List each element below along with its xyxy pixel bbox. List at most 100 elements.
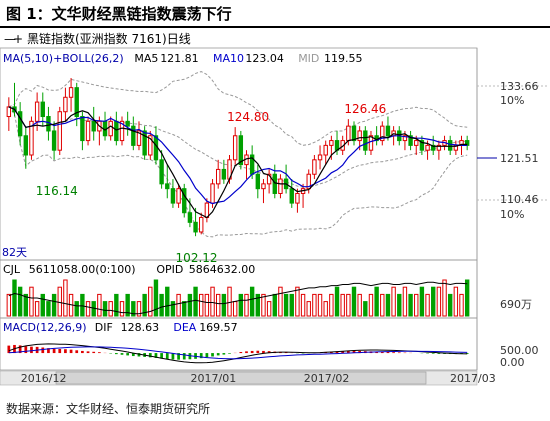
candle-6	[40, 92, 45, 127]
candle-51	[295, 188, 300, 213]
macd-histogram	[7, 343, 469, 364]
candle-54	[312, 155, 317, 180]
candle-body	[23, 135, 29, 156]
candle-body	[57, 111, 62, 151]
candle-body	[289, 188, 294, 204]
volume-bar-77	[442, 279, 447, 317]
volume-bar-36	[210, 286, 215, 317]
volume-bar-76	[436, 286, 442, 317]
candle-41	[238, 130, 244, 170]
candle-body	[159, 159, 164, 185]
collapse-minus-icon[interactable]: —	[4, 32, 16, 46]
legend-label-1: MA5	[134, 52, 158, 65]
candle-body	[204, 202, 210, 219]
volume-bar-31	[182, 301, 187, 317]
candle-body	[170, 188, 176, 204]
price-axis-label-low: 110.46	[500, 193, 539, 206]
candle-body	[193, 221, 198, 233]
candle-14	[85, 116, 91, 146]
volume-bar-55	[317, 293, 323, 317]
annotation-low-116: 116.14	[36, 184, 78, 198]
candle-body	[63, 96, 68, 113]
candle-body	[346, 125, 351, 142]
volume-bar-54	[312, 293, 317, 317]
volume-bar-34	[199, 293, 204, 317]
candle-4	[29, 116, 34, 160]
legend-value-1: 121.81	[160, 52, 199, 65]
figure-title: 图 1：文华财经黑链指数震荡下行	[6, 5, 232, 23]
x-tick-label-3: 2017/03	[450, 372, 496, 385]
volume-bar-46	[266, 301, 272, 317]
candle-body	[380, 125, 385, 142]
candle-body	[363, 130, 368, 151]
volume-bar-70	[402, 286, 408, 317]
volume-bar-50	[289, 293, 294, 317]
volume-bar-47	[272, 293, 277, 317]
candle-body	[40, 101, 45, 118]
candle-body	[51, 130, 57, 151]
candle-9	[57, 106, 62, 155]
macd-indicator-legend: MACD(12,26,9) DIF 128.63 DEA 169.57	[3, 321, 238, 334]
candle-44	[255, 164, 261, 199]
volume-bar-57	[329, 293, 334, 317]
candle-38	[221, 159, 227, 184]
volume-bar-24	[142, 293, 147, 317]
candle-body	[187, 212, 193, 223]
volume-bar-73	[419, 286, 425, 317]
legend-value-0: 5611058.00(0:100)	[29, 263, 136, 276]
expand-plus-icon[interactable]: +	[13, 32, 23, 46]
volume-bar-78	[447, 293, 453, 317]
volume-bar-3	[23, 293, 29, 317]
volume-bar-65	[374, 286, 379, 317]
candle-76	[436, 140, 442, 160]
volume-bar-64	[368, 293, 374, 317]
legend-label-1: DIF	[95, 321, 113, 334]
candle-73	[419, 135, 425, 155]
candle-22	[131, 116, 136, 151]
candle-body	[74, 87, 79, 118]
open-interest-path	[8, 281, 468, 315]
x-axis-scrollbar[interactable]	[0, 370, 478, 386]
volume-bar-60	[346, 293, 351, 317]
candle-71	[408, 130, 413, 151]
candle-body	[142, 130, 147, 156]
price-axis-label-pct-up: 10%	[500, 94, 524, 107]
candle-5	[34, 92, 40, 131]
candle-body	[232, 135, 238, 161]
candle-body	[323, 144, 328, 156]
legend-label-2: MA10	[213, 52, 244, 65]
volume-bar-56	[323, 301, 328, 317]
candle-body	[295, 192, 300, 204]
volume-bar-62	[357, 293, 362, 317]
candle-64	[368, 130, 374, 155]
moving-averages	[8, 106, 468, 219]
volume-bar-10	[63, 279, 68, 317]
candle-20	[119, 116, 125, 146]
candle-body	[436, 144, 442, 151]
candle-body	[17, 111, 23, 137]
volume-bar-52	[300, 293, 306, 317]
volume-bar-30	[176, 293, 181, 317]
candle-body	[425, 144, 430, 151]
candle-45	[261, 179, 266, 204]
candle-body	[238, 135, 244, 166]
volume-bar-14	[85, 301, 91, 317]
volume-bar-19	[114, 293, 119, 317]
volume-bar-71	[408, 293, 413, 317]
volume-bar-72	[414, 293, 419, 317]
candle-61	[351, 121, 357, 146]
legend-value-2: 169.57	[199, 321, 238, 334]
candle-body	[306, 173, 311, 190]
legend-label-0: MACD(12,26,9)	[3, 321, 87, 334]
volume-bar-21	[125, 293, 130, 317]
candle-body	[329, 140, 334, 146]
candle-78	[447, 135, 453, 155]
legend-label-2: DEA	[173, 321, 196, 334]
candle-body	[215, 168, 221, 185]
candle-27	[159, 150, 164, 189]
candle-body	[402, 135, 408, 142]
candle-8	[51, 121, 57, 160]
volume-bar-4	[29, 286, 34, 317]
volume-bar-53	[306, 301, 311, 317]
ma5-line	[8, 106, 468, 219]
